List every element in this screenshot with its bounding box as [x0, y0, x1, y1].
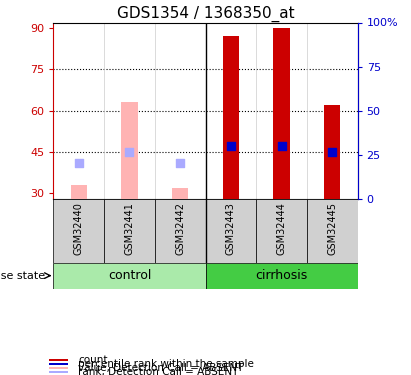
Bar	[307, 199, 358, 262]
Bar	[155, 199, 206, 262]
Bar	[104, 199, 155, 262]
Point	[76, 160, 82, 166]
Text: GSM32445: GSM32445	[327, 202, 337, 255]
Bar	[121, 102, 138, 199]
Point	[177, 160, 183, 166]
Bar	[256, 199, 307, 262]
Bar	[49, 363, 68, 365]
Bar	[53, 199, 104, 262]
Text: value, Detection Call = ABSENT: value, Detection Call = ABSENT	[78, 363, 243, 373]
Bar	[172, 188, 188, 199]
Point	[228, 143, 234, 149]
Bar	[53, 262, 206, 289]
Point	[278, 143, 285, 149]
Text: rank, Detection Call = ABSENT: rank, Detection Call = ABSENT	[78, 367, 238, 375]
Text: GSM32440: GSM32440	[74, 202, 84, 255]
Text: count: count	[78, 355, 108, 364]
Text: GSM32444: GSM32444	[277, 202, 286, 255]
Bar	[49, 371, 68, 373]
Text: control: control	[108, 269, 151, 282]
Text: percentile rank within the sample: percentile rank within the sample	[78, 359, 254, 369]
Bar	[223, 36, 239, 199]
Text: GSM32441: GSM32441	[125, 202, 134, 255]
Point	[329, 149, 335, 155]
Text: cirrhosis: cirrhosis	[255, 269, 308, 282]
Bar	[49, 367, 68, 369]
Bar	[273, 28, 290, 199]
Text: GSM32442: GSM32442	[175, 202, 185, 255]
Text: disease state: disease state	[0, 271, 45, 280]
Text: GSM32443: GSM32443	[226, 202, 236, 255]
Bar	[49, 358, 68, 361]
Point	[126, 149, 133, 155]
Bar	[206, 262, 358, 289]
Title: GDS1354 / 1368350_at: GDS1354 / 1368350_at	[117, 6, 294, 22]
Bar	[71, 185, 87, 199]
Bar	[324, 105, 340, 199]
Bar	[206, 199, 256, 262]
